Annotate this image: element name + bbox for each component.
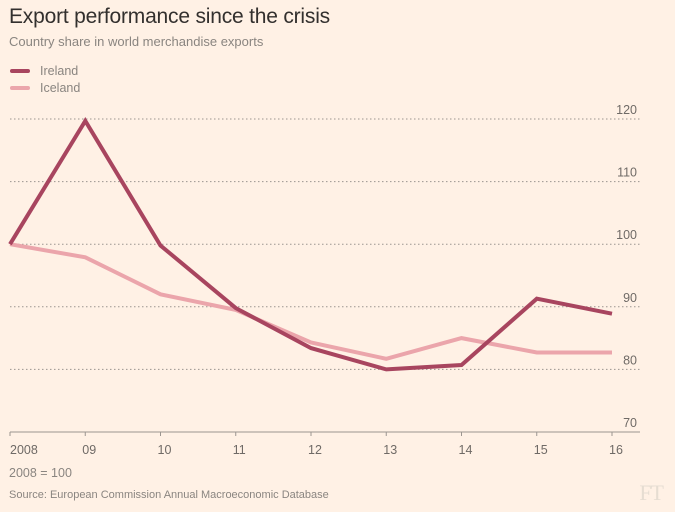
x-tick-label: 10 (158, 443, 172, 457)
y-tick-label: 70 (623, 416, 637, 430)
x-axis: 2008 09 10 11 12 13 14 15 16 (9, 431, 640, 457)
legend-label-ireland: Ireland (40, 63, 79, 78)
gridlines (10, 118, 640, 370)
legend-item-ireland: Ireland (10, 62, 80, 79)
legend-label-iceland: Iceland (40, 80, 81, 95)
base-year-note: 2008 = 100 (9, 466, 72, 480)
x-tick-label: 16 (609, 443, 623, 457)
legend-swatch-ireland (10, 68, 30, 73)
legend-item-iceland: Iceland (10, 79, 80, 96)
y-tick-label: 80 (623, 353, 637, 367)
x-tick-label: 13 (383, 443, 397, 457)
x-tick-label: 12 (308, 443, 322, 457)
x-tick-label: 14 (459, 443, 473, 457)
y-tick-label: 110 (617, 166, 637, 180)
ft-logo: FT (639, 480, 664, 505)
series-line-iceland (9, 242, 612, 361)
y-tick-label: 120 (616, 103, 637, 117)
x-tick-label: 2008 (10, 443, 38, 457)
series-line-ireland (8, 117, 613, 372)
series-lines (8, 117, 613, 372)
y-tick-label: 90 (623, 291, 637, 305)
chart-title: Export performance since the crisis (9, 5, 330, 28)
y-axis-tick-labels: 70 80 90 100 110 120 (616, 103, 637, 430)
x-tick-label: 11 (233, 443, 246, 457)
x-tick-label: 09 (82, 443, 96, 457)
legend: Ireland Iceland (10, 62, 80, 96)
chart-subtitle: Country share in world merchandise expor… (9, 34, 264, 49)
x-tick-label: 15 (534, 443, 548, 457)
legend-swatch-iceland (10, 85, 30, 90)
y-tick-label: 100 (616, 228, 637, 242)
source-note: Source: European Commission Annual Macro… (9, 489, 329, 501)
